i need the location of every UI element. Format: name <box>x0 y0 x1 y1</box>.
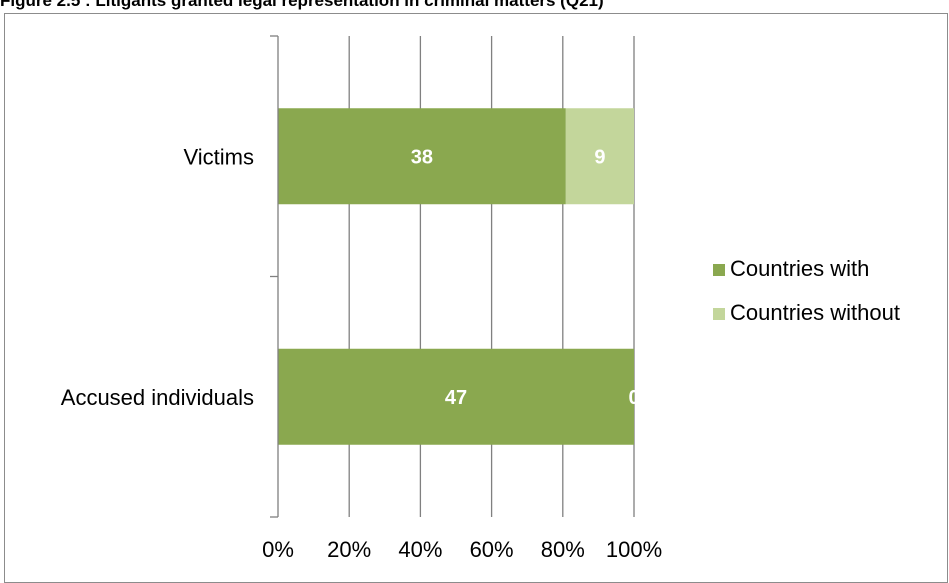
legend-label: Countries with <box>730 256 869 281</box>
bar-segment <box>278 108 566 205</box>
bar-segment <box>278 348 634 445</box>
category-label: Victims <box>184 144 255 169</box>
data-label: 38 <box>411 146 433 168</box>
x-tick-label: 0% <box>262 537 294 562</box>
data-label: 47 <box>445 387 467 409</box>
legend-swatch <box>713 308 725 320</box>
x-tick-label: 100% <box>606 537 662 562</box>
tick-labels: 0% 20% 40% 60% 80% 100% <box>262 537 662 562</box>
bar-segment <box>565 108 634 205</box>
data-label: 0 <box>628 387 639 409</box>
x-tick-label: 20% <box>327 537 371 562</box>
x-tick-label: 80% <box>541 537 585 562</box>
category-labels: Victims Accused individuals <box>61 144 254 410</box>
chart-title: Figure 2.5 : Litigants granted legal rep… <box>0 0 604 10</box>
bars: 38 9 47 0 <box>278 108 640 445</box>
legend-label: Countries without <box>730 300 900 325</box>
x-tick-label: 60% <box>470 537 514 562</box>
category-label: Accused individuals <box>61 385 254 410</box>
axis <box>270 35 279 518</box>
grid-lines <box>348 36 635 517</box>
data-label: 9 <box>594 146 605 168</box>
legend-swatch <box>713 264 725 276</box>
x-tick-label: 40% <box>398 537 442 562</box>
legend: Countries with Countries without <box>713 256 900 325</box>
